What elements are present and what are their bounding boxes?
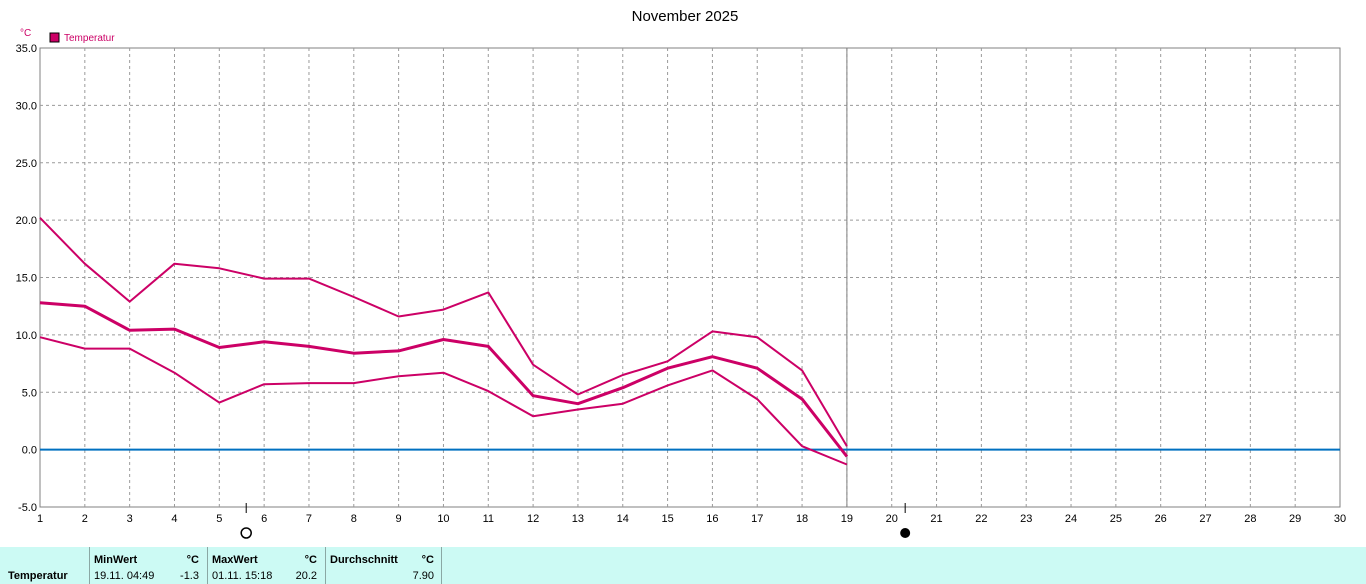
min-value: -1.3 — [180, 570, 199, 582]
x-tick-label: 4 — [171, 513, 177, 525]
y-tick-label: -5.0 — [18, 502, 37, 514]
y-tick-label: 35.0 — [16, 43, 37, 55]
max-header: MaxWert — [212, 554, 258, 566]
x-tick-label: 28 — [1244, 513, 1256, 525]
x-tick-label: 27 — [1199, 513, 1211, 525]
y-tick-label: 25.0 — [16, 158, 37, 170]
new-moon-icon — [900, 528, 911, 538]
stats-row-label-cell: Temperatur — [0, 547, 90, 584]
x-tick-label: 21 — [930, 513, 942, 525]
y-tick-label: 10.0 — [16, 330, 37, 342]
x-tick-label: 6 — [261, 513, 267, 525]
x-tick-label: 24 — [1065, 513, 1077, 525]
series-line-max — [39, 217, 848, 447]
max-datetime: 01.11. 15:18 — [212, 570, 273, 582]
x-tick-label: 1 — [37, 513, 43, 525]
x-tick-label: 30 — [1334, 513, 1346, 525]
x-tick-label: 10 — [437, 513, 449, 525]
stats-row-label: Temperatur — [8, 570, 68, 582]
chart-title: November 2025 — [632, 8, 739, 25]
moon-markers — [240, 503, 911, 539]
min-unit: °C — [186, 554, 199, 566]
x-tick-label: 25 — [1110, 513, 1122, 525]
avg-unit: °C — [421, 554, 434, 566]
y-tick-label: 15.0 — [16, 273, 37, 285]
series-line-avg — [39, 301, 849, 458]
stats-bar: Temperatur MinWert °C 19.11. 04:49 -1.3 … — [0, 547, 1366, 584]
series-line-min — [39, 336, 848, 466]
x-tick-label: 14 — [617, 513, 629, 525]
y-tick-label: 5.0 — [22, 387, 37, 399]
axes: 1 2 3 4 5 6 7 8 9 10 11 12 13 14 15 16 17 18 19 20 21 22 23 24 2… — [16, 43, 1347, 525]
x-tick-label: 9 — [396, 513, 402, 525]
x-tick-label: 22 — [975, 513, 987, 525]
x-tick-label: 2 — [82, 513, 88, 525]
max-value: 20.2 — [295, 570, 317, 582]
x-tick-label: 26 — [1155, 513, 1167, 525]
x-tick-label: 11 — [483, 513, 494, 525]
stats-max-cell: MaxWert °C 01.11. 15:18 20.2 — [207, 547, 326, 584]
x-tick-label: 17 — [751, 513, 763, 525]
min-header: MinWert — [94, 554, 138, 566]
x-tick-label: 7 — [306, 513, 312, 525]
x-tick-label: 29 — [1289, 513, 1301, 525]
y-tick-label: 20.0 — [16, 215, 37, 227]
y-tick-label: 30.0 — [16, 100, 37, 112]
x-tick-label: 18 — [796, 513, 808, 525]
x-tick-label: 16 — [706, 513, 718, 525]
x-tick-label: 15 — [661, 513, 673, 525]
x-tick-label: 3 — [127, 513, 133, 525]
x-tick-label: 13 — [572, 513, 584, 525]
stats-min-cell: MinWert °C 19.11. 04:49 -1.3 — [89, 547, 208, 584]
legend-swatch — [49, 32, 60, 43]
x-tick-label: 23 — [1020, 513, 1032, 525]
legend-label: Temperatur — [64, 33, 115, 44]
max-unit: °C — [304, 554, 317, 566]
full-moon-icon — [240, 527, 252, 539]
grid — [39, 47, 1341, 508]
y-axis-unit: °C — [20, 28, 31, 39]
stats-avg-cell: Durchschnitt °C 7.90 — [325, 547, 442, 584]
y-tick-label: 0.0 — [22, 445, 37, 457]
x-tick-label: 8 — [351, 513, 357, 525]
x-tick-label: 20 — [886, 513, 898, 525]
series — [39, 217, 849, 466]
avg-value: 7.90 — [412, 570, 434, 582]
x-tick-label: 19 — [841, 513, 853, 525]
x-tick-label: 12 — [527, 513, 539, 525]
min-datetime: 19.11. 04:49 — [94, 570, 155, 582]
x-tick-label: 5 — [216, 513, 222, 525]
temperature-chart: November 2025 °C Temperatur 1 2 3 4 5 6 7 8 9 10 1… — [16, 8, 1347, 539]
avg-header: Durchschnitt — [330, 554, 398, 566]
